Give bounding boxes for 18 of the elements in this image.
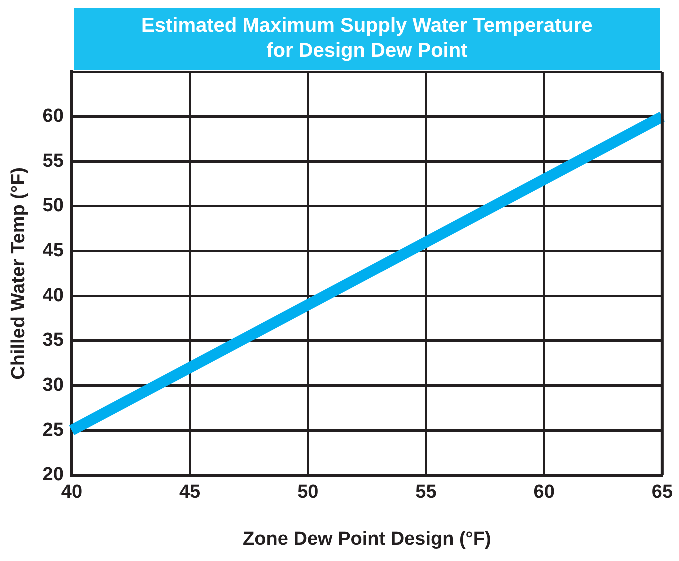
x-tick-label: 60 xyxy=(534,482,555,504)
x-tick-label: 50 xyxy=(298,482,319,504)
y-tick-label: 30 xyxy=(42,374,64,396)
x-tick-label: 40 xyxy=(61,482,83,504)
chart-title: Estimated Maximum Supply Water Temperature for Design Dew Point xyxy=(74,8,660,70)
x-tick-label: 45 xyxy=(179,482,202,504)
y-tick-label: 25 xyxy=(42,420,64,441)
x-tick-label: 55 xyxy=(416,482,438,504)
y-tick-label: 50 xyxy=(42,196,64,217)
y-tick-label: 45 xyxy=(42,240,64,262)
y-axis-title: Chilled Water Temp (°F) xyxy=(8,168,30,380)
y-tick-label: 20 xyxy=(42,464,64,486)
y-tick-label: 40 xyxy=(42,285,64,306)
x-tick-label: 65 xyxy=(652,482,674,504)
y-tick-label: 60 xyxy=(42,106,64,128)
y-tick-label: 35 xyxy=(42,330,64,352)
y-tick-label: 55 xyxy=(42,150,64,172)
x-axis-title: Zone Dew Point Design (°F) xyxy=(243,528,492,550)
